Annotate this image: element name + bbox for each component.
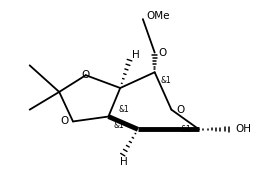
Text: O: O bbox=[61, 117, 69, 127]
Text: &1: &1 bbox=[161, 76, 171, 85]
Text: &1: &1 bbox=[180, 125, 191, 134]
Text: &1: &1 bbox=[118, 105, 129, 114]
Text: &1: &1 bbox=[113, 121, 124, 130]
Text: H: H bbox=[132, 49, 140, 59]
Text: O: O bbox=[176, 105, 185, 115]
Text: OMe: OMe bbox=[147, 11, 170, 21]
Text: OH: OH bbox=[235, 124, 251, 134]
Text: H: H bbox=[120, 157, 128, 167]
Text: O: O bbox=[82, 70, 90, 80]
Text: O: O bbox=[159, 48, 167, 58]
